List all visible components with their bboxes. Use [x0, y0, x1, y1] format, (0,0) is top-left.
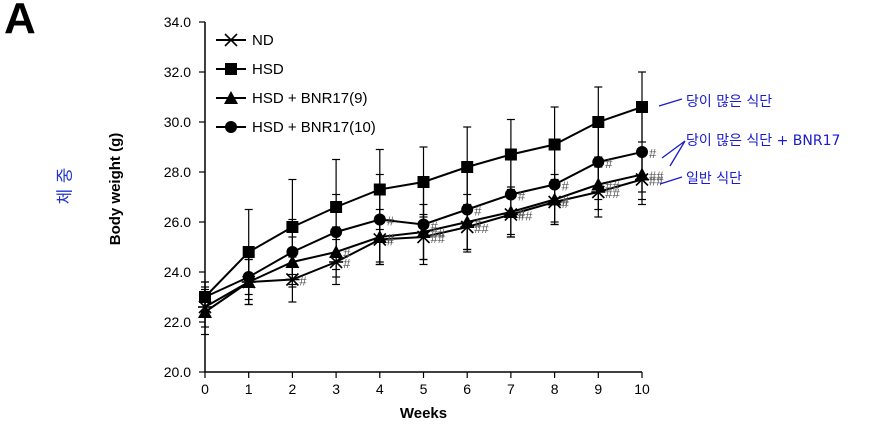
legend-marker	[224, 91, 238, 104]
data-point	[636, 101, 648, 113]
x-tick-label: 3	[332, 381, 340, 397]
data-point	[636, 146, 648, 158]
significance-label: #	[299, 274, 307, 289]
legend-item: HSD	[216, 61, 284, 78]
series-hsd-bnr17-10-: # ######	[199, 111, 657, 313]
significance-label: #	[605, 156, 613, 171]
x-tick-label: 10	[634, 381, 650, 397]
data-point	[504, 188, 517, 201]
significance-label: ##	[649, 174, 664, 189]
data-point	[417, 218, 430, 231]
data-point	[373, 213, 386, 226]
x-axis-title: Weeks	[400, 405, 447, 422]
significance-label: ##	[431, 226, 446, 241]
y-tick-label: 26.0	[164, 214, 191, 230]
y-tick-label: 30.0	[164, 114, 191, 130]
data-point	[461, 203, 474, 216]
x-tick-label: 7	[507, 381, 515, 397]
data-point	[548, 178, 561, 191]
legend-marker	[225, 121, 237, 133]
significance-label: #	[518, 189, 526, 204]
annotation-lines	[658, 98, 686, 185]
y-tick-label: 28.0	[164, 164, 191, 180]
annotation-pointer	[658, 98, 683, 107]
significance-label: #	[431, 219, 439, 234]
series-layer: ### ############# ########## ######	[198, 71, 664, 336]
x-tick-label: 2	[289, 381, 297, 397]
significance-label: #	[343, 246, 351, 261]
legend-item: HSD + BNR17(9)	[216, 90, 367, 107]
significance-label: #	[562, 179, 570, 194]
significance-label: #	[474, 216, 482, 231]
legend-marker	[224, 33, 238, 47]
significance-label: #	[562, 194, 570, 209]
x-tick-label: 4	[376, 381, 384, 397]
significance-label: #	[387, 231, 395, 246]
significance-label: #	[387, 234, 395, 249]
significance-label: #	[649, 146, 657, 161]
y-axis-title: Body weight (g)	[107, 133, 124, 246]
x-tick-label: 8	[551, 381, 559, 397]
legend-item: HSD + BNR17(10)	[216, 119, 376, 136]
legend-label: HSD + BNR17(9)	[252, 90, 367, 107]
data-point	[286, 246, 299, 258]
y-tick-label: 24.0	[164, 264, 191, 280]
significance-label: #	[343, 256, 351, 271]
panel-label: A	[4, 0, 36, 43]
y-tick-label: 32.0	[164, 64, 191, 80]
legend-label: HSD	[252, 61, 284, 78]
x-tick-label: 9	[594, 381, 602, 397]
axes: 20.0 22.0 24.0 26.0 28.0 30.0 32.0 34.0 0 1 2 3 4 5 6 7…	[107, 14, 650, 422]
significance-label: #	[474, 204, 482, 219]
significance-label: #	[562, 196, 570, 211]
x-tick-label: 6	[463, 381, 471, 397]
annotation-pointer	[661, 140, 686, 167]
legend-label: HSD + BNR17(10)	[252, 119, 376, 136]
legend-item: ND	[216, 32, 274, 49]
legend-label: ND	[252, 32, 274, 49]
x-tick-label: 1	[245, 381, 253, 397]
data-point	[592, 156, 605, 168]
significance-label: ##	[474, 221, 489, 236]
y-tick-label: 22.0	[164, 314, 191, 330]
significance-label: #	[518, 206, 526, 221]
annotation-high-sugar-bnr17: 당이 많은 식단 + BNR17	[686, 133, 841, 149]
annotation-high-sugar: 당이 많은 식단	[686, 94, 773, 110]
y-tick-label: 20.0	[164, 364, 191, 380]
annotation-normal-diet: 일반 식단	[686, 171, 742, 187]
annotation-pointer	[659, 176, 683, 185]
legend: ND HSD HSD + BNR17(9) HSD + BNR17(10)	[216, 32, 376, 136]
x-tick-label: 0	[201, 381, 209, 397]
data-point	[199, 291, 211, 303]
legend-marker	[225, 63, 237, 75]
significance-label: ##	[518, 209, 533, 224]
significance-label: ##	[605, 179, 620, 194]
y-tick-label: 34.0	[164, 14, 191, 30]
significance-label: #	[387, 214, 395, 229]
data-point	[242, 271, 255, 283]
significance-label: ##	[605, 186, 620, 201]
significance-label: ##	[649, 169, 664, 184]
significance-label: ##	[431, 231, 446, 246]
data-point	[330, 226, 343, 238]
x-tick-label: 5	[420, 381, 428, 397]
